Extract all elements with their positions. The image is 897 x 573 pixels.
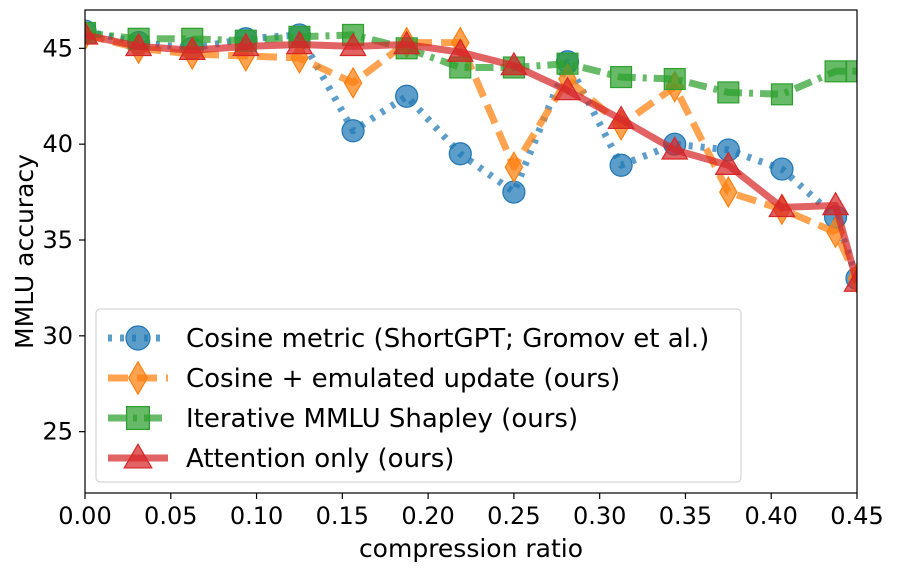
x-axis-title: compression ratio <box>359 534 583 563</box>
data-point <box>343 66 363 99</box>
x-tick-label: 0.00 <box>58 502 111 530</box>
legend-box <box>95 308 742 483</box>
legend-marker <box>125 406 150 431</box>
data-point <box>661 136 689 160</box>
data-point <box>663 67 686 91</box>
series-line <box>85 31 857 280</box>
data-point <box>178 36 206 60</box>
series-layer <box>85 18 857 295</box>
data-point <box>714 151 743 175</box>
series-line <box>85 29 857 98</box>
data-point <box>285 30 314 55</box>
legend-label: Cosine metric (ShortGPT; Gromov et al.) <box>186 324 709 354</box>
data-point <box>609 153 633 177</box>
legend-item: Cosine metric (ShortGPT; Gromov et al.) <box>108 324 709 354</box>
legend-label: Iterative MMLU Shapley (ours) <box>186 404 578 434</box>
legend-marker <box>123 443 153 469</box>
data-point <box>719 176 738 209</box>
y-axis: 25 30 35 40 45 <box>42 34 85 446</box>
x-axis: 0.00 0.05 0.10 0.15 0.20 0.25 0.30 0.35 0.40 0.45 <box>58 493 884 530</box>
y-tick-label: 45 <box>42 34 73 62</box>
data-point <box>448 142 472 166</box>
data-point <box>504 151 524 184</box>
data-point <box>553 76 582 101</box>
y-tick-label: 40 <box>42 130 73 158</box>
data-point <box>556 52 579 75</box>
x-tick-label: 0.30 <box>573 502 626 530</box>
x-tick-label: 0.10 <box>230 502 283 530</box>
legend-marker <box>125 325 151 351</box>
data-point <box>843 268 857 292</box>
data-point <box>502 180 526 204</box>
x-tick-label: 0.25 <box>487 502 540 530</box>
series-4 <box>85 21 857 292</box>
data-point <box>821 191 850 216</box>
legend-item: Iterative MMLU Shapley (ours) <box>108 404 578 434</box>
x-tick-label: 0.05 <box>144 502 197 530</box>
data-point <box>124 32 153 57</box>
data-point <box>768 193 796 218</box>
x-tick-label: 0.40 <box>745 502 798 530</box>
data-point <box>770 157 794 181</box>
data-point <box>500 51 528 76</box>
x-tick-label: 0.45 <box>830 502 883 530</box>
data-point <box>341 119 365 143</box>
x-tick-label: 0.35 <box>659 502 712 530</box>
data-point <box>392 30 421 55</box>
x-tick-label: 0.20 <box>401 502 454 530</box>
y-tick-label: 25 <box>42 418 73 446</box>
data-point <box>446 38 474 62</box>
legend: Cosine metric (ShortGPT; Gromov et al.) C… <box>95 308 742 483</box>
legend-item: Cosine + emulated update (ours) <box>108 360 620 396</box>
y-axis-title: MMLU accuracy <box>10 154 39 349</box>
data-point <box>824 60 847 83</box>
data-point <box>395 84 419 108</box>
y-tick-label: 30 <box>42 322 73 350</box>
data-point <box>607 105 635 129</box>
legend-item: Attention only (ours) <box>108 443 454 474</box>
legend-label: Attention only (ours) <box>186 444 454 474</box>
data-point <box>610 66 633 89</box>
data-point <box>717 81 740 104</box>
series-line <box>85 27 857 280</box>
legend-label: Cosine + emulated update (ours) <box>186 364 620 394</box>
y-tick-label: 35 <box>42 226 73 254</box>
data-point <box>85 21 99 45</box>
data-point <box>339 32 367 57</box>
data-point <box>232 32 260 57</box>
x-tick-label: 0.15 <box>316 502 369 530</box>
plot-frame <box>84 9 858 494</box>
data-point <box>770 83 793 106</box>
series-line <box>85 31 857 284</box>
legend-marker <box>127 360 149 396</box>
